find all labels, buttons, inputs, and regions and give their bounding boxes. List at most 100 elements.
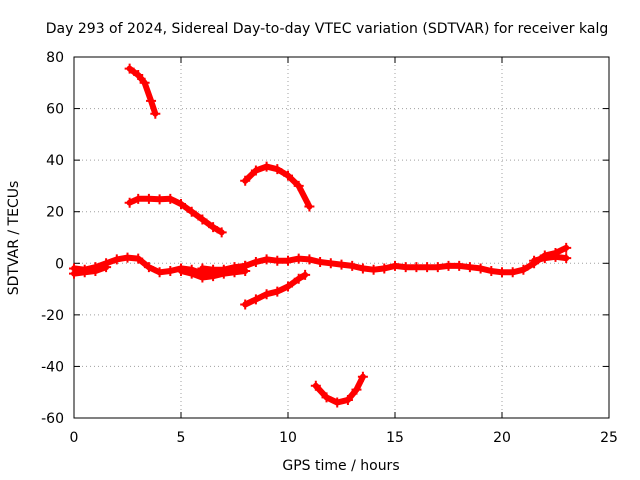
data-point [300, 269, 311, 280]
data-point [507, 267, 518, 278]
data-point [154, 194, 165, 205]
data-point [154, 267, 165, 278]
data-point [150, 108, 161, 119]
data-point [240, 260, 251, 271]
y-tick-label: 40 [46, 153, 64, 169]
data-point [250, 294, 261, 305]
data-point [443, 260, 454, 271]
data-point [208, 264, 219, 275]
data-point [79, 267, 90, 278]
data-point [101, 262, 112, 273]
x-tick-label: 20 [493, 430, 511, 446]
y-tick-labels: -60 -40 -20 0 20 40 60 80 [41, 50, 64, 427]
data-point [325, 258, 336, 269]
data-point [293, 180, 304, 191]
x-tick-label: 0 [70, 430, 79, 446]
data-point [539, 253, 550, 264]
data-point [216, 227, 227, 238]
series-track-wide-1 [69, 262, 112, 279]
data-point [422, 262, 433, 273]
data-point [250, 256, 261, 267]
data-point [208, 222, 219, 233]
y-tick-label: 60 [46, 102, 64, 118]
data-point [146, 95, 157, 106]
y-tick-label: -60 [41, 411, 64, 427]
data-point [186, 268, 197, 279]
data-point [357, 263, 368, 274]
grid [74, 57, 609, 418]
series-group [69, 63, 572, 408]
series-line [531, 253, 570, 264]
series-line [71, 264, 110, 277]
data-point [122, 252, 133, 263]
x-tick-label: 10 [279, 430, 297, 446]
data-point [143, 193, 154, 204]
data-point [272, 255, 283, 266]
data-point [240, 299, 251, 310]
data-point [283, 170, 293, 181]
data-point [561, 253, 572, 264]
data-point [261, 254, 272, 265]
data-point [69, 268, 79, 279]
data-point [165, 193, 176, 204]
data-point [304, 201, 315, 212]
y-tick-label: 80 [46, 50, 64, 66]
data-point [197, 214, 208, 225]
plot-frame [73, 56, 610, 419]
data-point [529, 255, 540, 266]
data-point [240, 175, 251, 186]
data-point [283, 255, 293, 266]
data-point [400, 262, 411, 273]
data-point [304, 254, 315, 265]
series-track-main [69, 242, 572, 279]
series-track-bowl [310, 371, 368, 408]
data-point [321, 392, 332, 403]
data-point [315, 256, 326, 267]
y-tick-label: 0 [55, 256, 64, 272]
data-point [310, 380, 321, 391]
data-point [464, 262, 475, 273]
data-point [124, 197, 135, 208]
series-track-lower-2 [197, 260, 251, 275]
data-point [197, 263, 208, 274]
series-track-upper [124, 193, 227, 238]
series-line [126, 195, 225, 236]
x-tick-labels: 0 5 10 15 20 25 [70, 430, 618, 446]
data-point [111, 254, 122, 265]
data-point [332, 397, 343, 408]
data-point [133, 193, 144, 204]
data-point [390, 260, 400, 271]
data-point [368, 264, 379, 275]
data-point [133, 70, 144, 81]
data-point [90, 266, 101, 277]
y-tick-label: 20 [46, 205, 64, 221]
chart-title: Day 293 of 2024, Sidereal Day-to-day VTE… [46, 21, 608, 37]
data-point [229, 262, 240, 273]
data-point [283, 281, 293, 292]
data-point [293, 273, 304, 284]
data-point [133, 253, 144, 264]
data-point [293, 253, 304, 264]
data-point [497, 267, 507, 278]
data-point [432, 262, 443, 273]
y-tick-label: -40 [41, 359, 64, 375]
data-point [454, 260, 465, 271]
data-point [351, 384, 362, 395]
series-track-end-1 [529, 251, 572, 266]
data-point [186, 206, 197, 217]
data-point [165, 266, 176, 277]
series-track-high [124, 63, 161, 119]
data-point [272, 286, 283, 297]
data-point [261, 161, 272, 172]
data-point [357, 371, 368, 382]
data-point [272, 164, 283, 175]
series-line [312, 373, 366, 406]
data-point [143, 262, 154, 273]
data-point [475, 263, 486, 274]
data-point [518, 264, 529, 275]
y-tick-label: -20 [41, 308, 64, 324]
series-track-neg [240, 269, 311, 310]
y-axis-label: SDTVAR / TECUs [6, 181, 22, 296]
tick-marks [73, 56, 610, 419]
